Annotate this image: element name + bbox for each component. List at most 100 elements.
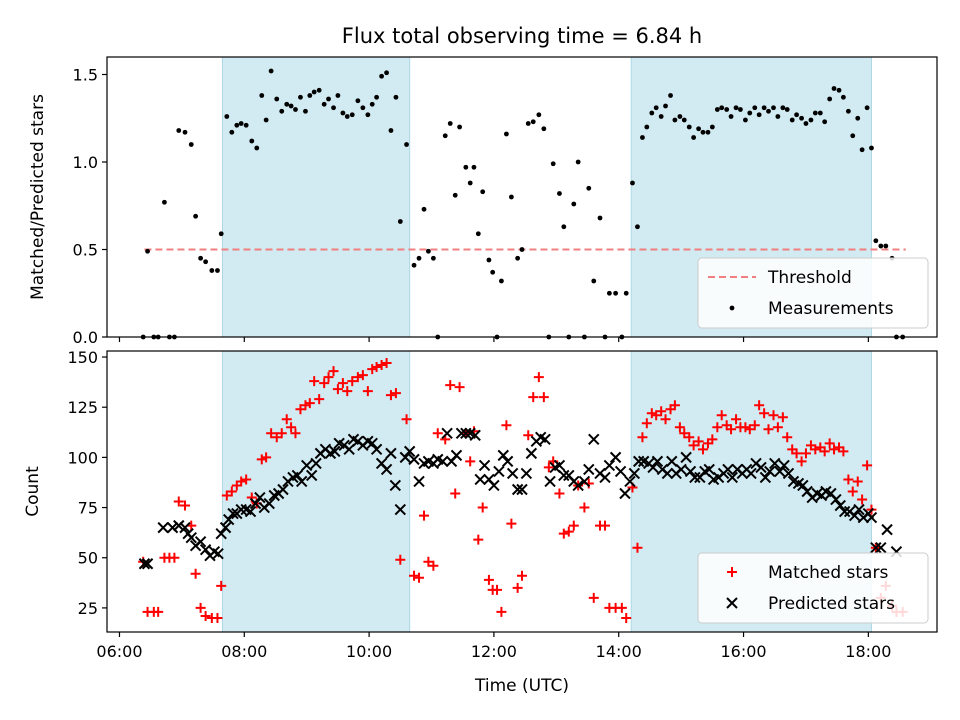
predicted-point — [628, 467, 641, 480]
measurement-point — [663, 103, 668, 109]
predicted-point — [291, 469, 304, 482]
measurement-point — [218, 231, 224, 237]
matched-point — [492, 584, 503, 595]
measurement-point — [700, 129, 706, 135]
measurement-point — [452, 192, 458, 198]
measurement-point — [321, 101, 327, 107]
measurement-point — [808, 117, 814, 123]
matched-point — [347, 376, 358, 387]
predicted-point — [227, 507, 239, 520]
measurement-point — [752, 105, 758, 111]
matched-point — [641, 418, 652, 429]
measurement-point — [873, 238, 879, 244]
measurement-point — [691, 135, 697, 140]
predicted-point — [263, 497, 275, 510]
ratio-legend: Threshold Measurements — [697, 257, 929, 329]
measurement-point — [623, 290, 629, 296]
matched-point — [731, 414, 742, 425]
measurement-point — [331, 105, 336, 111]
matched-point — [588, 592, 599, 603]
predicted-point — [745, 467, 757, 480]
measurement-point — [215, 268, 220, 273]
matched-point — [173, 496, 184, 507]
predicted-point — [726, 471, 739, 484]
measurement-point — [709, 124, 715, 130]
measurement-point — [677, 114, 683, 119]
measurement-point — [606, 290, 612, 296]
y-tick-label: 100 — [67, 448, 98, 467]
y-tick-label: 25 — [78, 599, 98, 618]
matched-point — [419, 510, 430, 521]
predicted-point — [235, 503, 247, 516]
measurement-point — [340, 110, 346, 116]
measurement-point — [733, 105, 739, 111]
matched-point — [428, 560, 439, 571]
measurement-point — [238, 121, 244, 126]
measurement-point — [471, 164, 477, 170]
series-measurements — [140, 68, 906, 340]
matched-point — [712, 422, 723, 433]
predicted-point — [295, 475, 308, 488]
measurement-point — [145, 248, 150, 254]
matched-point — [169, 552, 180, 563]
measurement-point — [182, 129, 188, 135]
measurement-point — [743, 117, 748, 123]
time-x-axis-label: Time (UTC) — [474, 676, 569, 696]
matched-point — [512, 582, 523, 593]
measurement-point — [404, 142, 409, 147]
predicted-point — [870, 541, 882, 554]
predicted-point — [778, 459, 790, 472]
measurement-point — [467, 180, 473, 186]
matched-point — [616, 602, 627, 613]
matched-point — [749, 420, 760, 431]
measurement-point — [850, 133, 856, 139]
measurement-point — [591, 278, 597, 284]
measurement-point — [355, 98, 361, 104]
predicted-point — [219, 521, 232, 534]
matched-point — [236, 476, 247, 487]
matched-point — [501, 420, 512, 431]
measurement-point — [817, 110, 823, 116]
measurement-point — [672, 117, 678, 123]
predicted-point — [680, 451, 692, 464]
predicted-point — [666, 455, 678, 468]
matched-point — [256, 454, 267, 465]
legend-label: Measurements — [768, 299, 894, 319]
measurement-point — [831, 86, 837, 91]
predicted-point — [488, 479, 500, 492]
predicted-point — [661, 467, 674, 480]
matched-point — [226, 486, 237, 497]
matched-point — [477, 502, 488, 513]
predicted-point — [493, 465, 505, 478]
measurement-point — [274, 96, 280, 102]
x-tick-label: 14:00 — [596, 642, 642, 661]
measurement-point — [541, 126, 547, 132]
measurement-point — [836, 87, 842, 93]
predicted-point — [632, 455, 645, 468]
matched-point — [323, 372, 334, 383]
predicted-point — [329, 445, 341, 458]
measurement-point — [279, 108, 285, 114]
matched-point — [337, 378, 348, 389]
predicted-point — [703, 463, 715, 476]
matched-point — [568, 520, 579, 531]
measurement-point — [586, 185, 592, 191]
measurement-point — [653, 105, 659, 111]
measurement-point — [530, 119, 536, 125]
matched-point — [319, 378, 330, 389]
measurement-point — [369, 101, 375, 107]
predicted-point — [141, 558, 154, 570]
measurement-point — [827, 96, 833, 102]
predicted-point — [474, 473, 486, 486]
measurement-point — [515, 255, 521, 261]
measurement-point — [719, 105, 725, 111]
measurement-point — [789, 117, 795, 123]
predicted-point — [558, 469, 570, 482]
measurement-point — [775, 114, 781, 119]
measurement-point — [738, 107, 743, 112]
matched-point — [684, 432, 695, 443]
matched-point — [600, 520, 610, 531]
predicted-point — [684, 465, 697, 478]
ratio-panel: 0.0 0.5 1.0 1.5 Matched/Predicted stars Thr… — [28, 56, 938, 347]
